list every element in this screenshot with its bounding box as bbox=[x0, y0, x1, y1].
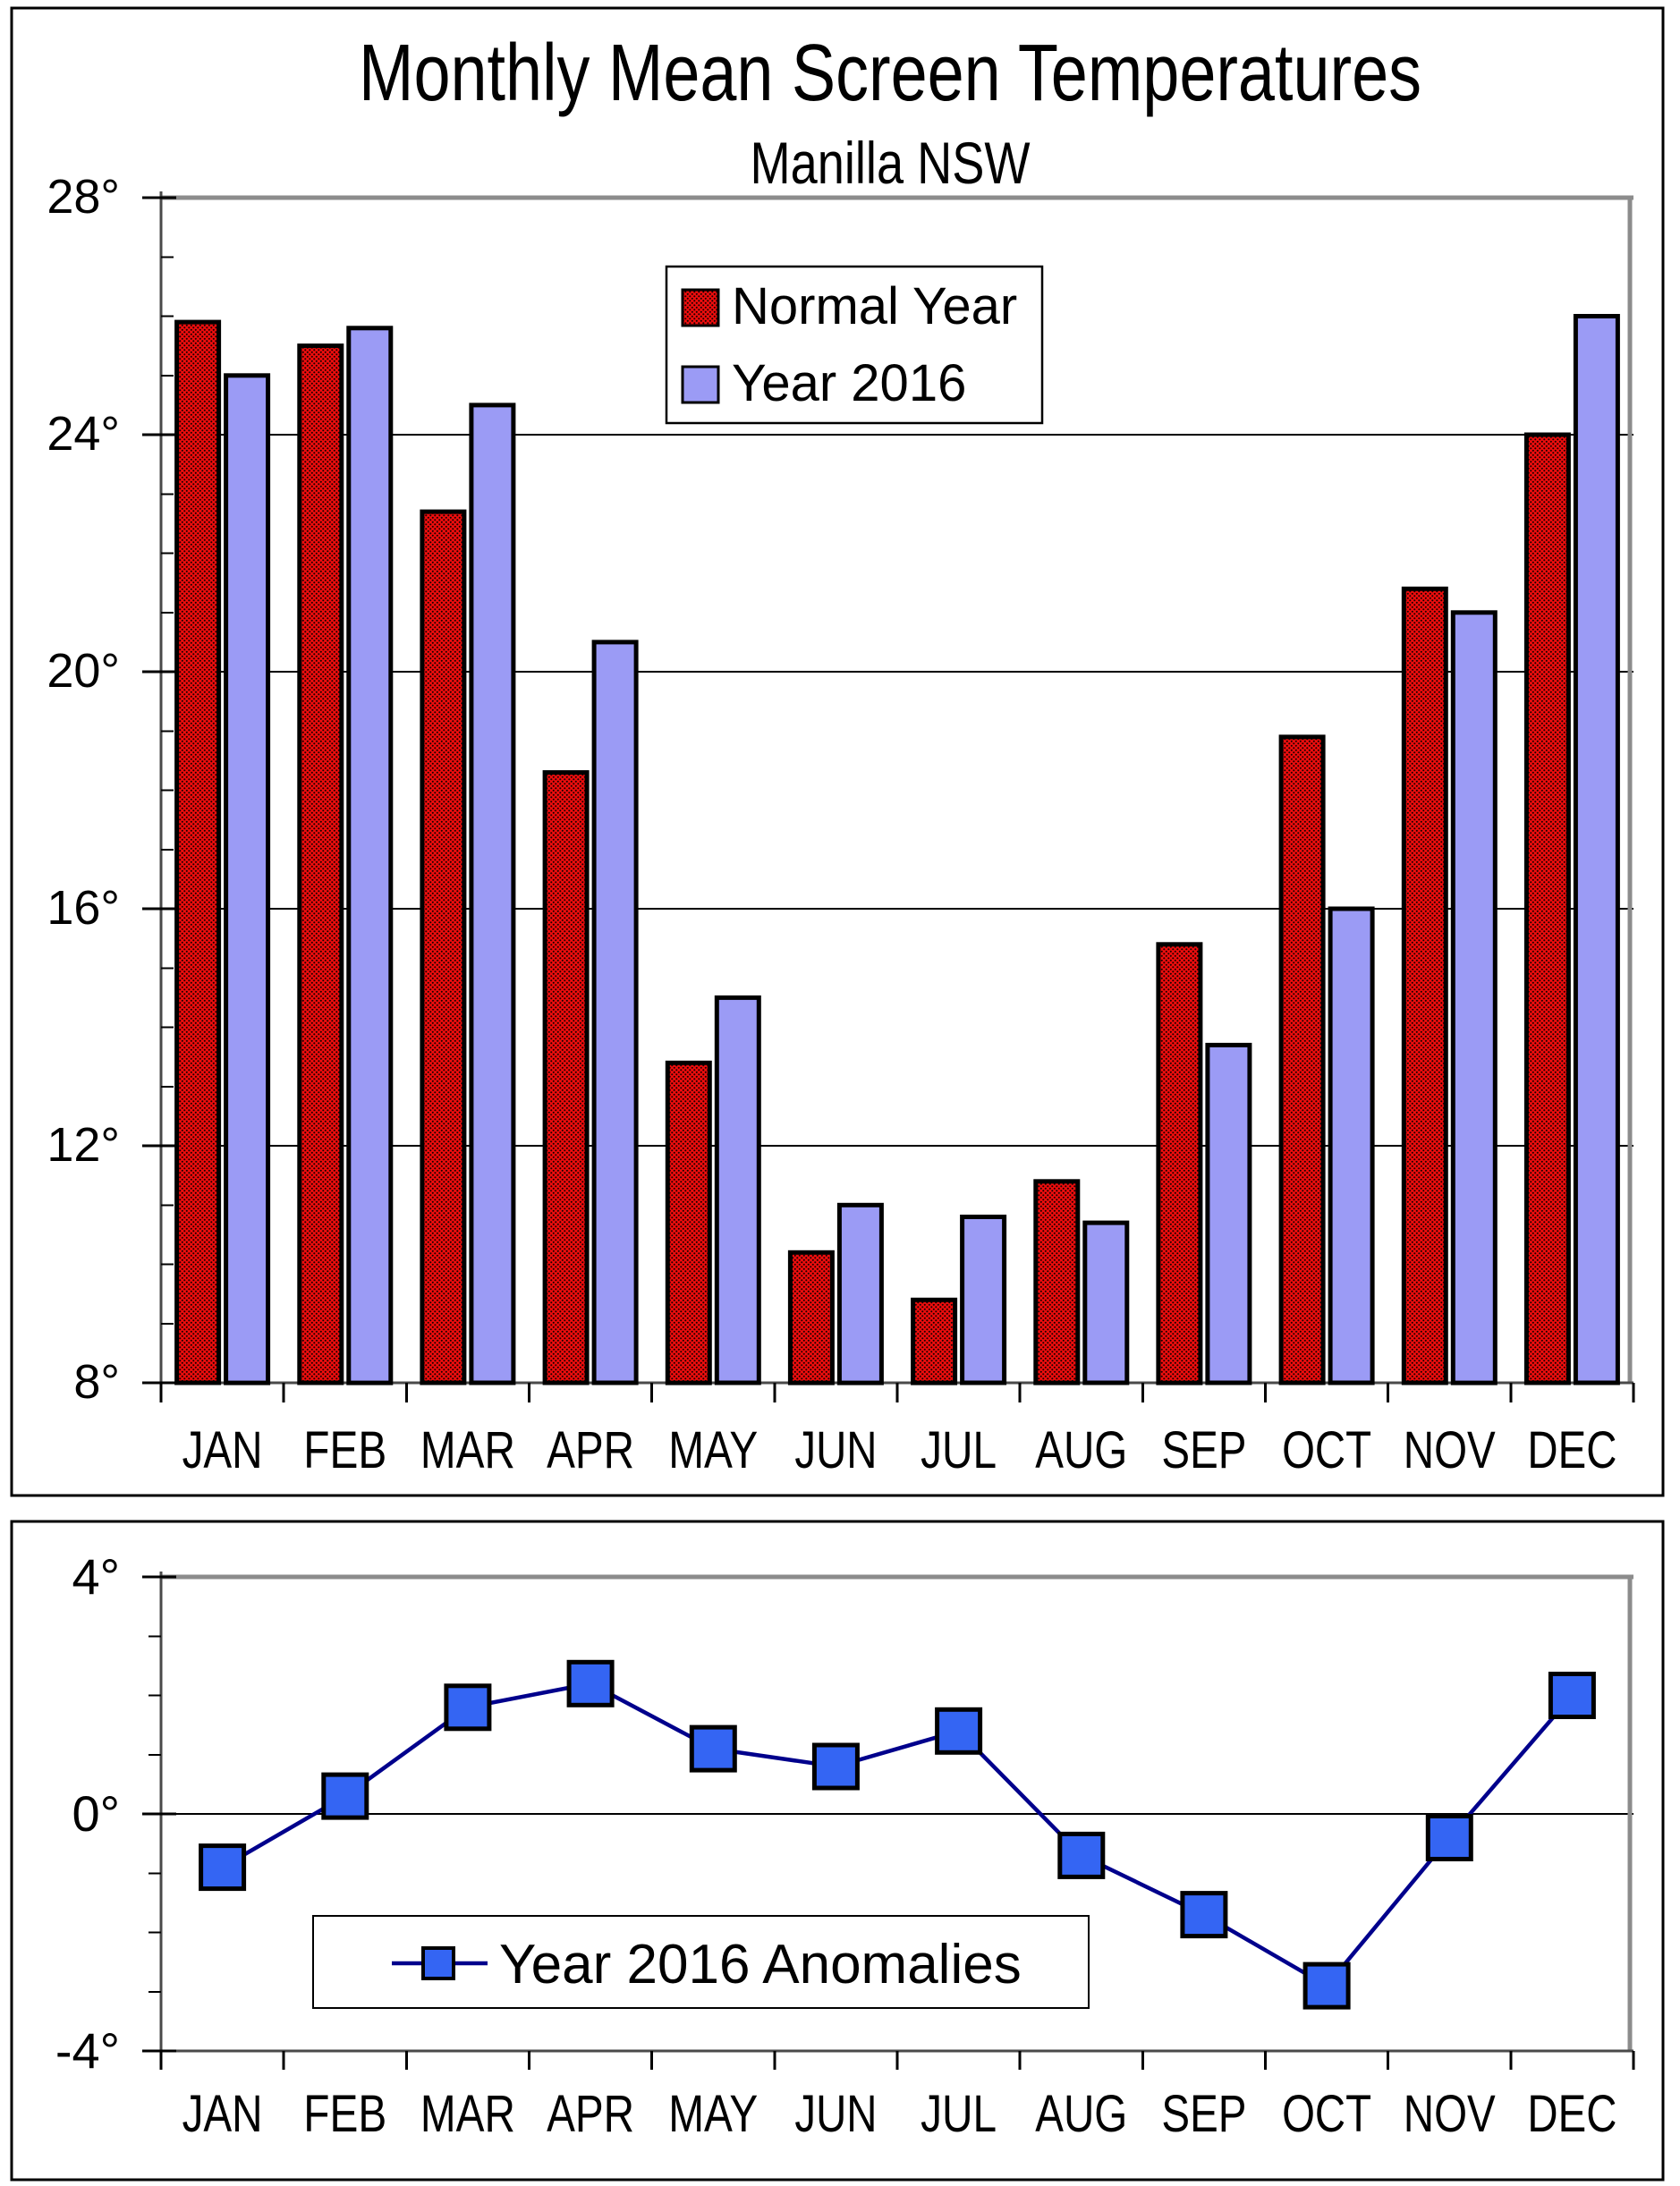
y-tick-label-8: 8° bbox=[73, 1355, 120, 1409]
anomaly-marker-mar bbox=[444, 1683, 492, 1732]
x-tick-label-dec: DEC bbox=[1527, 1421, 1616, 1479]
bar-chart-monthly-means: 28° 24° 20° 16° 12° 8° JAN FEB MAR APR MAY JUN JUL AU… bbox=[47, 170, 1635, 1479]
anomaly-marker-jun bbox=[811, 1742, 860, 1791]
legend-top-box bbox=[665, 265, 1044, 425]
bar-2016-feb bbox=[346, 326, 394, 1385]
x-tick-label-mar: MAR bbox=[420, 2085, 515, 2143]
x-tick-label-sep: SEP bbox=[1161, 2085, 1246, 2143]
bar-normal-may bbox=[665, 1060, 712, 1385]
bar-2016-may bbox=[714, 995, 761, 1385]
bar-2016-aug bbox=[1082, 1220, 1130, 1385]
anomaly-marker-feb bbox=[321, 1772, 369, 1820]
bar-2016-jul bbox=[960, 1215, 1007, 1385]
bar-2016-apr bbox=[591, 640, 639, 1385]
x-tick-label-aug: AUG bbox=[1035, 1421, 1127, 1479]
bar-2016-nov bbox=[1450, 610, 1498, 1385]
x-tick-label-apr: APR bbox=[547, 2085, 634, 2143]
bar-2016-oct bbox=[1328, 906, 1375, 1385]
x-tick-label-nov: NOV bbox=[1404, 2085, 1496, 2143]
chart-title: Monthly Mean Screen Temperatures bbox=[359, 29, 1421, 118]
anomaly-marker-may bbox=[689, 1724, 737, 1773]
x-tick-label-jul: JUL bbox=[921, 1421, 997, 1479]
x-tick-label-feb: FEB bbox=[303, 2085, 386, 2143]
x-tick-label-dec: DEC bbox=[1527, 2085, 1616, 2143]
bar-2016-jun bbox=[836, 1202, 884, 1385]
legend-label-normal-year: Normal Year bbox=[732, 277, 1017, 335]
x-tick-label-oct: OCT bbox=[1282, 1421, 1371, 1479]
bar-normal-jun bbox=[787, 1250, 835, 1385]
bar-normal-jul bbox=[911, 1297, 958, 1385]
y-tick-label-16: 16° bbox=[47, 881, 120, 935]
bar-normal-apr bbox=[542, 770, 590, 1385]
bar-normal-feb bbox=[297, 343, 344, 1385]
y-tick-label-24: 24° bbox=[47, 407, 120, 461]
bar-2016-jan bbox=[224, 373, 271, 1385]
x-tick-label-aug: AUG bbox=[1035, 2085, 1127, 2143]
bar-normal-dec bbox=[1523, 432, 1571, 1385]
x-tick-label-jun: JUN bbox=[794, 1421, 877, 1479]
y-tick-label-12: 12° bbox=[47, 1118, 120, 1172]
anomaly-marker-jul bbox=[935, 1707, 983, 1755]
legend-swatch-normal-year bbox=[681, 288, 720, 327]
anomaly-marker-sep bbox=[1180, 1891, 1228, 1939]
anomaly-marker-apr bbox=[566, 1659, 615, 1707]
anomaly-marker-jan bbox=[199, 1843, 247, 1892]
bar-normal-nov bbox=[1401, 586, 1448, 1385]
top-panel-border bbox=[10, 6, 1665, 1497]
x-tick-label-may: MAY bbox=[668, 1421, 758, 1479]
y-tick-label-28: 28° bbox=[47, 170, 120, 224]
legend-label-anomalies: Year 2016 Anomalies bbox=[499, 1934, 1022, 1995]
line-chart-anomalies: 4° 0° -4° JAN FEB MAR APR MAY JUN JUL AUG SEP OCT NOV… bbox=[55, 1548, 1635, 2143]
x-tick-label-nov: NOV bbox=[1404, 1421, 1496, 1479]
bar-normal-aug bbox=[1033, 1179, 1081, 1385]
y-tick-label--4: -4° bbox=[55, 2022, 120, 2079]
x-tick-label-may: MAY bbox=[668, 2085, 758, 2143]
bar-2016-dec bbox=[1573, 314, 1620, 1385]
x-tick-label-mar: MAR bbox=[420, 1421, 515, 1479]
bar-normal-jan bbox=[174, 319, 222, 1385]
anomaly-marker-aug bbox=[1057, 1831, 1106, 1879]
anomaly-marker-dec bbox=[1548, 1672, 1596, 1719]
x-tick-label-oct: OCT bbox=[1282, 2085, 1371, 2143]
anomaly-marker-nov bbox=[1425, 1814, 1473, 1861]
x-tick-label-jun: JUN bbox=[794, 2085, 877, 2143]
x-tick-label-feb: FEB bbox=[303, 1421, 386, 1479]
bar-2016-sep bbox=[1205, 1042, 1252, 1385]
legend-bottom: Year 2016 Anomalies bbox=[312, 1915, 1090, 2009]
y-tick-label-4: 4° bbox=[72, 1548, 120, 1605]
bottom-panel-border bbox=[10, 1520, 1665, 2182]
bar-normal-mar bbox=[420, 509, 467, 1385]
legend-anomaly-marker-sample bbox=[421, 1946, 455, 1980]
y-tick-label-20: 20° bbox=[47, 644, 120, 698]
x-tick-label-apr: APR bbox=[547, 1421, 634, 1479]
anomaly-marker-oct bbox=[1302, 1961, 1351, 2010]
x-tick-label-jan: JAN bbox=[182, 2085, 263, 2143]
bar-normal-sep bbox=[1156, 942, 1203, 1385]
bar-normal-oct bbox=[1278, 734, 1326, 1385]
chart-subtitle: Manilla NSW bbox=[751, 130, 1031, 196]
x-tick-label-jul: JUL bbox=[921, 2085, 997, 2143]
legend-swatch-year-2016 bbox=[681, 365, 720, 404]
legend-label-year-2016: Year 2016 bbox=[732, 354, 966, 412]
bar-2016-mar bbox=[469, 402, 516, 1385]
x-tick-label-sep: SEP bbox=[1161, 1421, 1246, 1479]
y-tick-label-0: 0° bbox=[72, 1785, 120, 1842]
x-tick-label-jan: JAN bbox=[182, 1421, 263, 1479]
legend-top: Normal Year Year 2016 bbox=[665, 265, 1044, 425]
